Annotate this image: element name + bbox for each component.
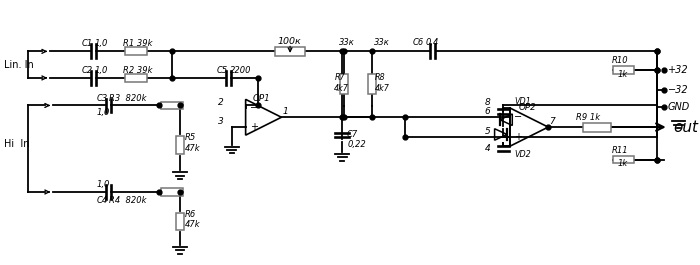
Text: 33к: 33к (374, 38, 389, 47)
Text: R3  820k: R3 820k (109, 94, 146, 103)
Text: R10: R10 (612, 56, 628, 65)
Text: −: − (514, 112, 522, 122)
Text: R5: R5 (185, 133, 196, 142)
Text: 2200: 2200 (230, 66, 251, 75)
Text: C5: C5 (216, 66, 228, 75)
Text: 1,0: 1,0 (97, 108, 110, 117)
Bar (275, 47, 304, 56)
Text: R1 39k: R1 39k (123, 39, 153, 48)
Text: 4k7: 4k7 (335, 84, 349, 93)
Text: 47k: 47k (185, 220, 200, 229)
Bar (125, 47, 146, 55)
Text: R8: R8 (374, 73, 385, 82)
Bar (176, 213, 184, 230)
Text: 2: 2 (218, 98, 224, 107)
Text: R7: R7 (335, 73, 345, 82)
Text: C6: C6 (413, 38, 424, 47)
Text: 0,22: 0,22 (347, 140, 366, 149)
Text: C7: C7 (347, 130, 358, 139)
Text: 4k7: 4k7 (374, 84, 389, 93)
Text: R9 1k: R9 1k (576, 113, 601, 122)
Text: R4  820k: R4 820k (109, 196, 146, 205)
Text: 1,0: 1,0 (97, 180, 110, 189)
Bar (612, 156, 634, 164)
Text: C2: C2 (82, 66, 93, 75)
Text: 1k: 1k (617, 159, 628, 168)
Text: R2 39k: R2 39k (123, 66, 153, 75)
Text: VD1: VD1 (514, 97, 531, 106)
Text: 4: 4 (484, 144, 490, 153)
Text: 1k: 1k (617, 70, 628, 79)
Text: Lin. In: Lin. In (4, 60, 34, 70)
Bar (368, 74, 376, 94)
Text: C4: C4 (97, 196, 108, 205)
Text: R6: R6 (185, 210, 196, 219)
Text: GND: GND (668, 103, 690, 112)
Text: +32: +32 (668, 65, 688, 75)
Text: 1: 1 (282, 107, 288, 116)
Bar (583, 123, 610, 131)
Text: 7: 7 (550, 117, 555, 126)
Text: 1,0: 1,0 (94, 66, 108, 75)
Bar (340, 74, 348, 94)
Text: OP1: OP1 (253, 95, 270, 104)
Text: 0,4: 0,4 (426, 38, 439, 47)
Text: 3: 3 (218, 117, 224, 126)
Text: OP2: OP2 (518, 103, 536, 112)
Text: +: + (514, 132, 522, 142)
Text: 8: 8 (484, 98, 490, 107)
Bar (176, 136, 184, 154)
Text: 47k: 47k (185, 144, 200, 153)
Text: 33к: 33к (340, 38, 355, 47)
Text: 5: 5 (484, 127, 490, 136)
Bar (161, 188, 183, 196)
Text: out: out (673, 120, 699, 135)
Text: 1,0: 1,0 (94, 39, 108, 48)
Bar (125, 74, 146, 82)
Text: +: + (250, 122, 258, 132)
Text: C3: C3 (97, 94, 108, 103)
Text: −32: −32 (668, 85, 688, 95)
Text: VD2: VD2 (514, 150, 531, 159)
Text: 100к: 100к (277, 37, 301, 46)
Bar (612, 66, 634, 74)
Text: C1: C1 (82, 39, 93, 48)
Bar (161, 101, 183, 109)
Text: Hi  In: Hi In (4, 139, 29, 149)
Text: 6: 6 (484, 107, 490, 116)
Text: −: − (250, 103, 258, 113)
Text: R11: R11 (612, 146, 628, 154)
